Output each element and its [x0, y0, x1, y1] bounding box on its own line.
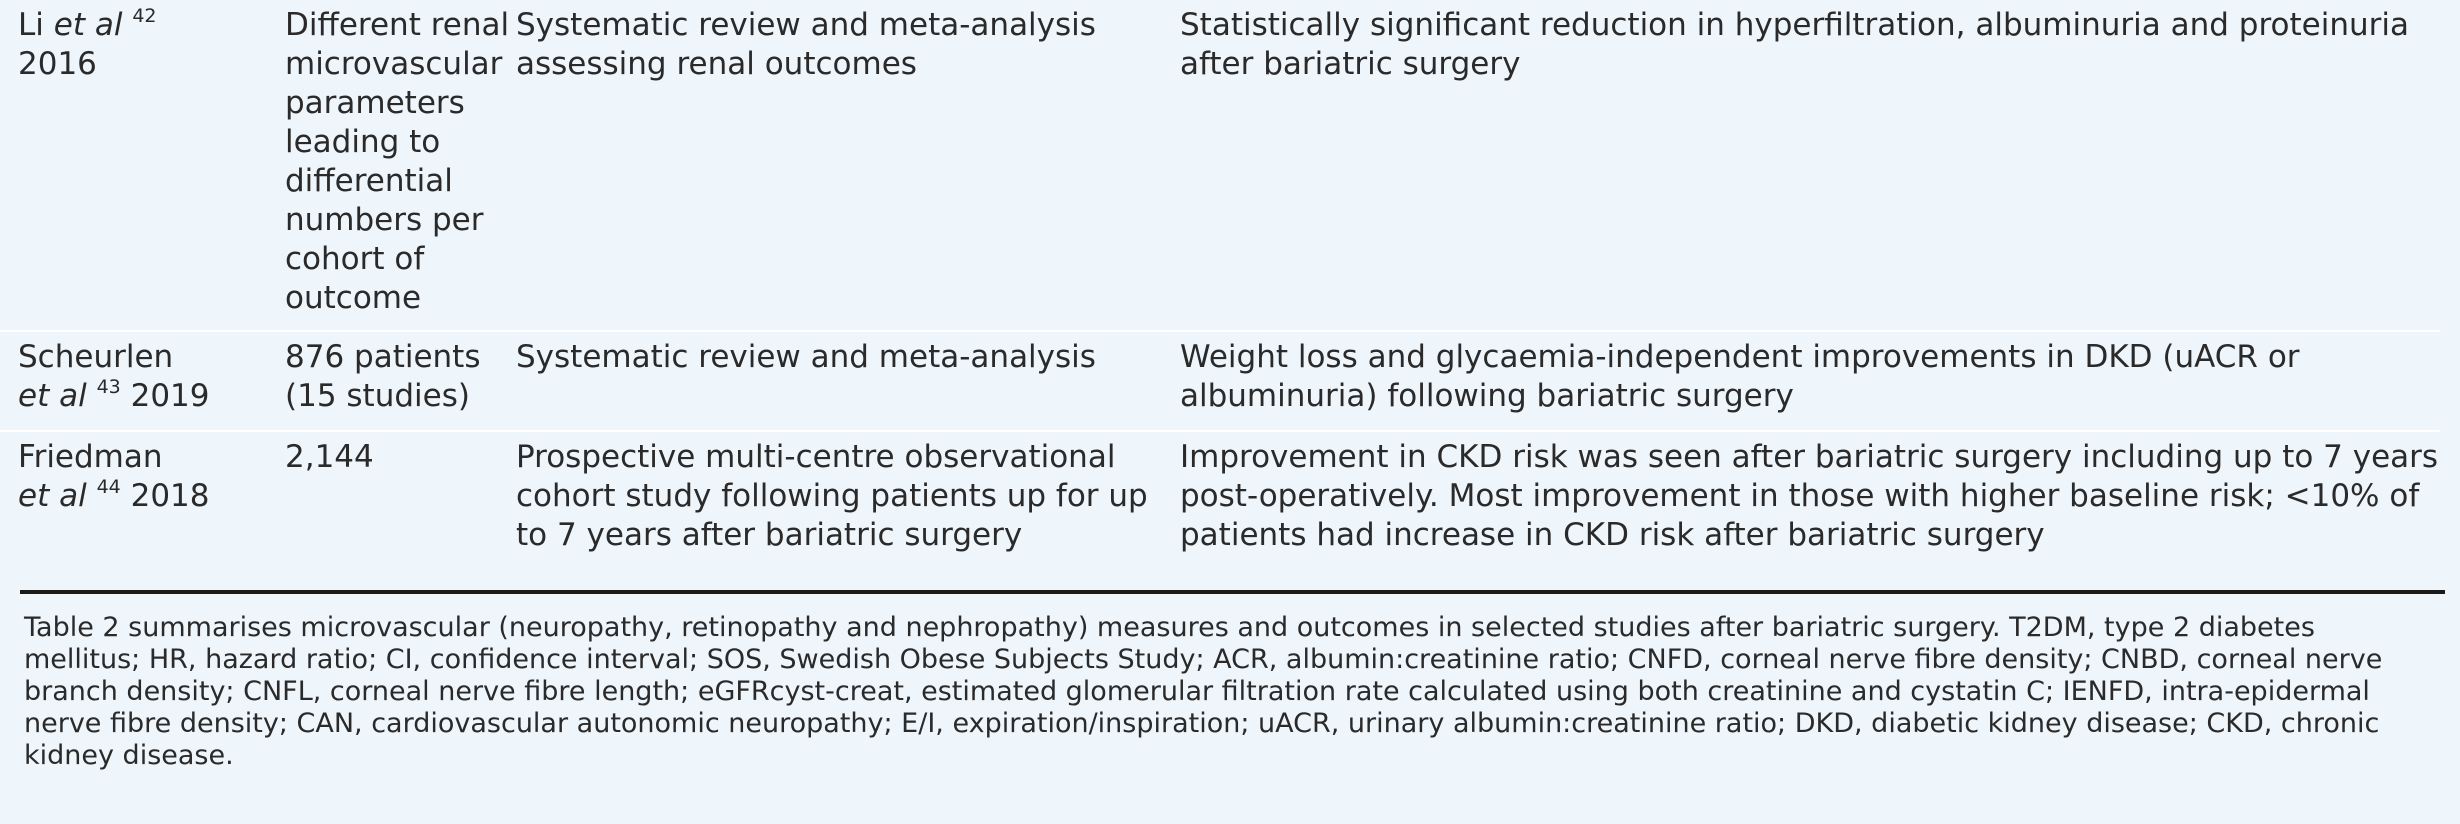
study-year: 2016: [18, 46, 97, 82]
table-bottom-rule: [20, 590, 2445, 594]
reference-number: 44: [96, 476, 121, 498]
outcome-cell: Weight loss and glycaemia-independent im…: [1180, 339, 2300, 414]
et-al: et al: [18, 478, 87, 514]
studies-table: Li et al 42 2016 Different renal microva…: [0, 0, 2440, 572]
author-name: Li: [18, 7, 44, 43]
design-cell: Systematic review and meta-analysis asse…: [516, 7, 1096, 82]
population-cell: Different renal microvascular parameters…: [285, 7, 510, 316]
citation-cell: Li et al 42 2016: [18, 6, 273, 84]
author-name: Scheurlen: [18, 339, 174, 375]
reference-number: 42: [132, 5, 157, 27]
author-name: Friedman: [18, 439, 163, 475]
study-year: 2018: [130, 478, 210, 514]
table-row: Friedman et al 44 2018 2,144 Prospective…: [0, 432, 2440, 572]
table-row: Scheurlen et al 43 2019 876 patients (15…: [0, 332, 2440, 432]
et-al: et al: [53, 7, 123, 43]
outcome-cell: Statistically significant reduction in h…: [1180, 7, 2409, 82]
citation-cell: Friedman et al 44 2018: [18, 438, 273, 516]
et-al: et al: [18, 378, 87, 414]
outcome-cell: Improvement in CKD risk was seen after b…: [1180, 439, 2439, 553]
design-cell: Systematic review and meta-analysis: [516, 339, 1096, 375]
table-row: Li et al 42 2016 Different renal microva…: [0, 0, 2440, 332]
reference-number: 43: [96, 376, 121, 398]
population-cell: 2,144: [285, 439, 374, 475]
design-cell: Prospective multi-centre observational c…: [516, 439, 1148, 553]
population-cell: 876 patients (15 studies): [285, 339, 481, 414]
citation-cell: Scheurlen et al 43 2019: [18, 338, 273, 416]
study-year: 2019: [130, 378, 210, 414]
table-footnote: Table 2 summarises microvascular (neurop…: [24, 612, 2383, 771]
